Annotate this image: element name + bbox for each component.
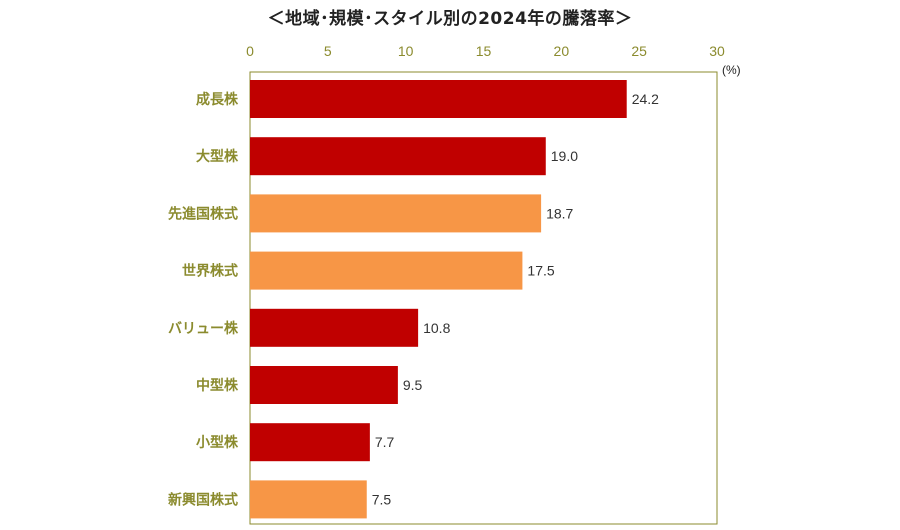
chart-title: ＜地域･規模･スタイル別の2024年の騰落率＞ — [267, 9, 633, 29]
value-label: 17.5 — [527, 263, 554, 279]
value-labels: 24.2 19.0 18.7 17.5 10.8 9.5 7.7 7.5 — [372, 91, 659, 507]
x-tick-label: 20 — [554, 43, 570, 59]
value-label: 19.0 — [551, 148, 578, 164]
x-tick-label: 30 — [709, 43, 725, 59]
x-tick-label: 10 — [398, 43, 414, 59]
category-label: 新興国株式 — [168, 491, 238, 507]
plot-area-frame — [249, 71, 718, 525]
x-axis-unit-label: (%) — [722, 63, 741, 77]
value-label: 18.7 — [546, 205, 573, 221]
x-tick-label: 25 — [631, 43, 647, 59]
bar — [250, 480, 367, 519]
x-tick-label: 15 — [476, 43, 492, 59]
x-tick-label: 5 — [324, 43, 332, 59]
category-label: 大型株 — [196, 148, 239, 164]
bar — [250, 366, 398, 404]
bar — [250, 137, 546, 176]
bar — [250, 423, 370, 462]
value-label: 9.5 — [403, 377, 423, 393]
bar-series — [250, 80, 627, 519]
bar — [250, 251, 523, 290]
bar — [250, 80, 627, 118]
category-label: 先進国株式 — [168, 205, 238, 221]
x-tick-label: 0 — [246, 43, 254, 59]
value-label: 10.8 — [423, 320, 450, 336]
category-label: 世界株式 — [182, 263, 238, 279]
category-label: 成長株 — [196, 91, 239, 107]
category-label: 小型株 — [196, 434, 239, 450]
bar — [250, 194, 542, 233]
value-label: 7.7 — [375, 434, 395, 450]
value-label: 7.5 — [372, 491, 392, 507]
x-axis-ticks: 0 5 10 15 20 25 30 — [246, 43, 725, 59]
bar — [250, 308, 419, 347]
value-label: 24.2 — [632, 91, 659, 107]
category-label: バリュー株 — [168, 320, 239, 336]
category-label: 中型株 — [196, 377, 239, 393]
